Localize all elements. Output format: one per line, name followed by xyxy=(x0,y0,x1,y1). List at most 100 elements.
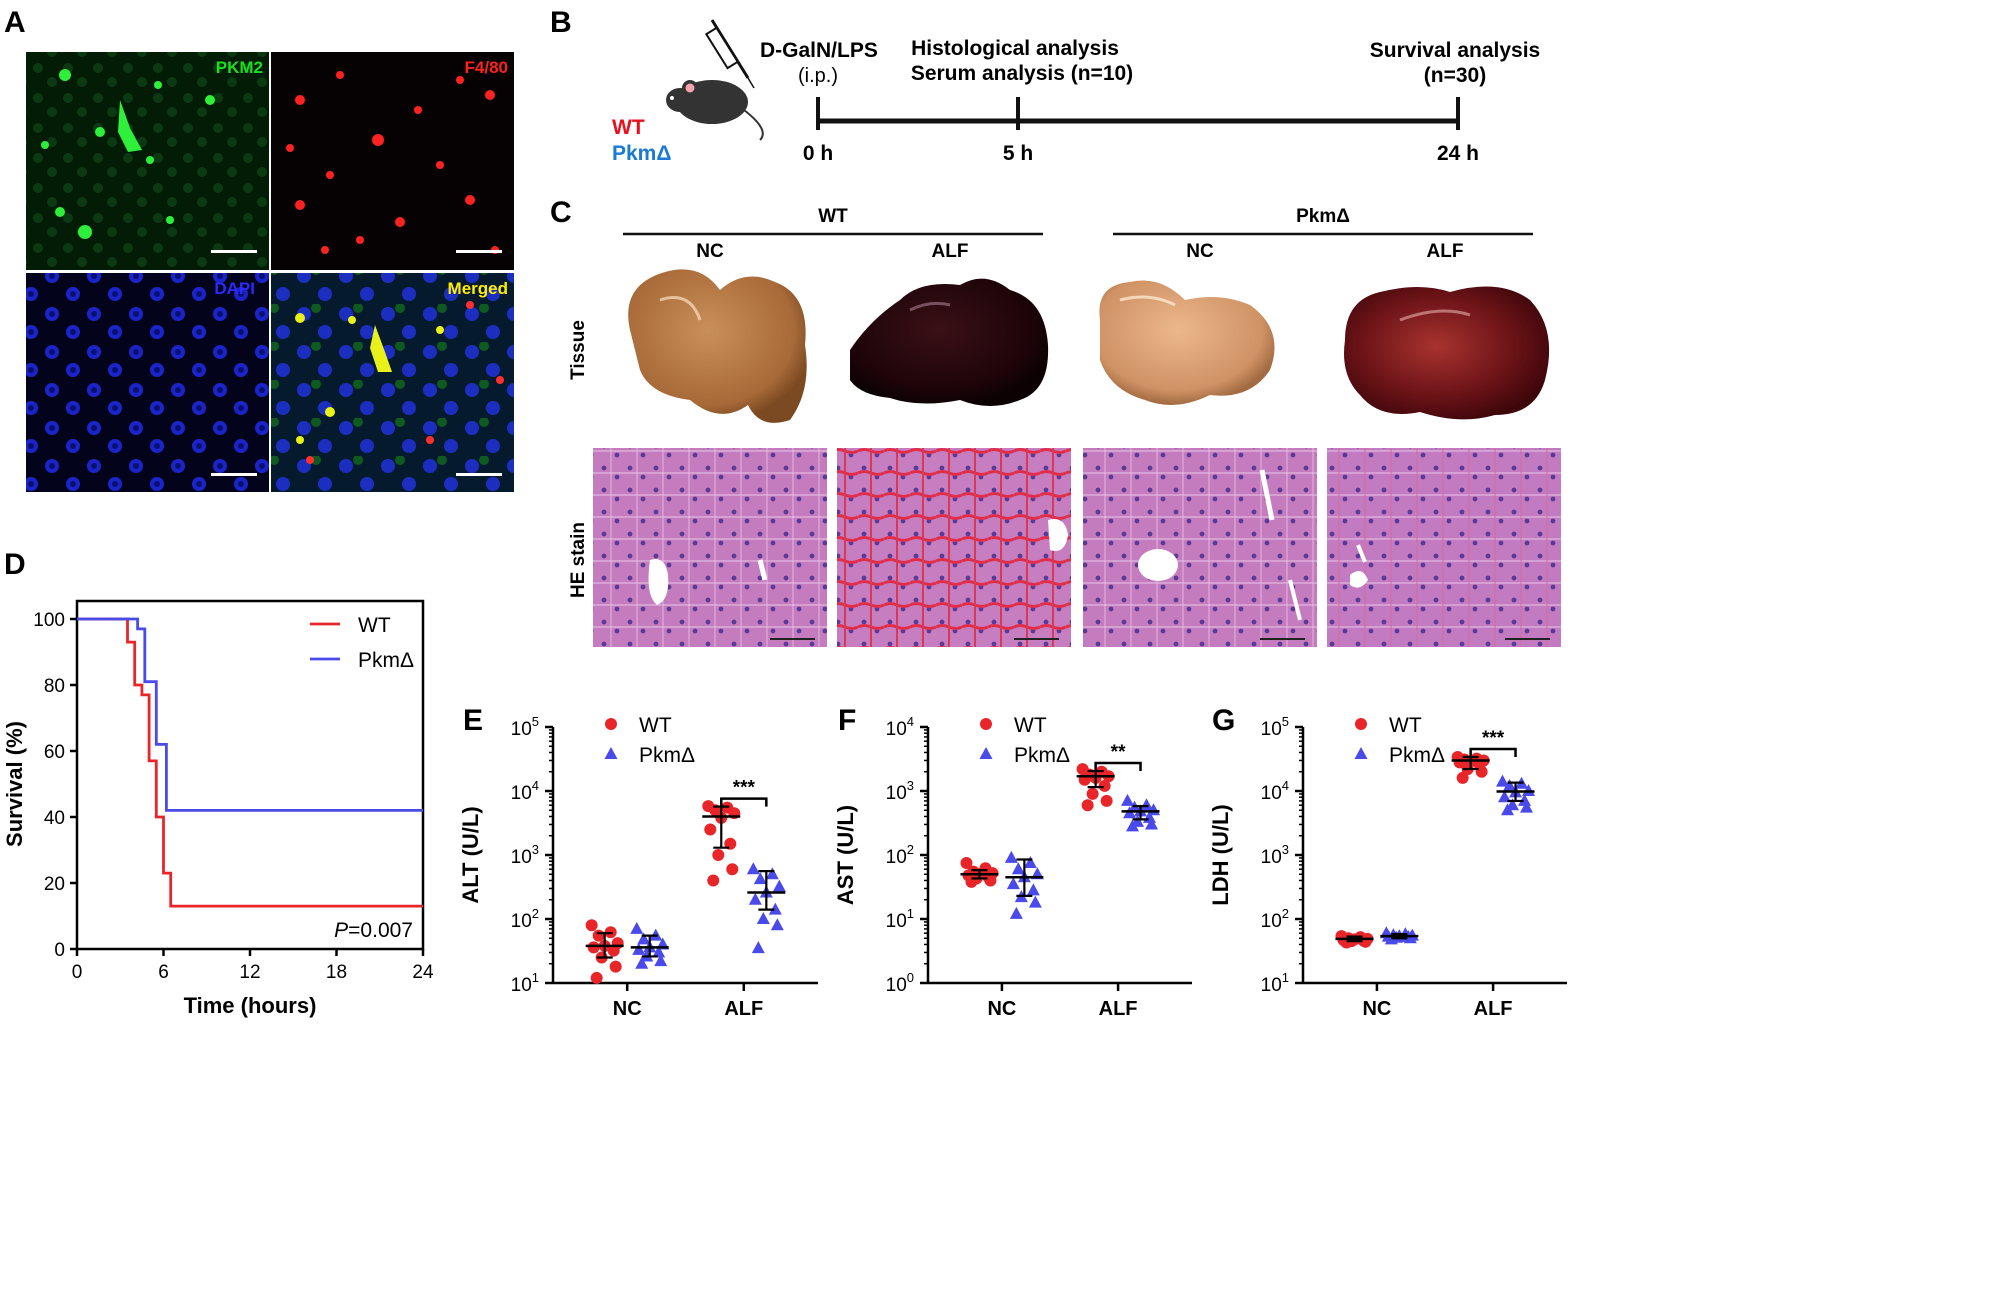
tick-base: 10 xyxy=(511,975,532,996)
y-tick-label: 104 xyxy=(511,778,539,804)
tick-exponent: 3 xyxy=(1282,842,1289,857)
data-point-wt xyxy=(592,929,605,942)
he-wt-nc xyxy=(593,448,827,647)
y-tick-label: 103 xyxy=(886,778,914,804)
significance-stars: *** xyxy=(733,778,756,799)
tick-base: 10 xyxy=(1261,975,1282,996)
label-dapi: DAPI xyxy=(214,279,255,298)
data-point-wt xyxy=(984,874,997,887)
data-point-wt xyxy=(1456,771,1469,784)
y-tick-label: 20 xyxy=(44,874,65,895)
legend-label-wt: WT xyxy=(639,714,672,737)
tick-base: 10 xyxy=(886,719,907,740)
tick-exponent: 4 xyxy=(532,778,539,793)
tick-exponent: 1 xyxy=(1282,970,1289,985)
data-point-pkm xyxy=(637,932,651,945)
y-axis-title: LDH (U/L) xyxy=(1208,804,1233,905)
p-value-annotation: P=0.007 xyxy=(334,919,413,942)
tick-base: 10 xyxy=(511,783,532,804)
legend-label-pkm: PkmΔ xyxy=(1014,744,1070,767)
survival-line-wt xyxy=(77,617,423,908)
tick-base: 10 xyxy=(886,911,907,932)
significance-bracket xyxy=(720,797,768,807)
data-point-pkm xyxy=(1518,793,1532,806)
y-tick-label: 102 xyxy=(886,842,914,868)
significance-bracket xyxy=(1094,761,1142,772)
row-label-he: HE stain xyxy=(568,522,589,598)
data-point-pkm xyxy=(1520,800,1534,813)
p-value: =0.007 xyxy=(348,919,413,942)
tick-exponent: 2 xyxy=(1282,906,1289,921)
legend-label-wt: WT xyxy=(1014,714,1047,737)
he-pkm-nc xyxy=(1083,448,1317,647)
data-point-wt xyxy=(712,849,725,861)
tissue-wt-nc xyxy=(628,269,807,423)
data-point-pkm xyxy=(768,902,782,915)
legend-label-pkm: PkmΔ xyxy=(1389,744,1445,767)
legend-label: WT xyxy=(358,614,391,637)
data-point-pkm xyxy=(1145,817,1159,830)
tick-base: 10 xyxy=(511,911,532,932)
legend-marker-pkm xyxy=(1354,747,1368,759)
scale-bar xyxy=(456,473,502,476)
survival-label: Survival analysis xyxy=(1370,39,1540,62)
data-point-pkm xyxy=(772,879,786,892)
tick-exponent: 5 xyxy=(1282,714,1289,729)
tick-exponent: 1 xyxy=(532,970,539,985)
legend-label-pkm: PkmΔ xyxy=(639,744,695,767)
data-point-pkm xyxy=(635,956,649,969)
x-tick-label: ALF xyxy=(1099,998,1138,1020)
tick-base: 10 xyxy=(886,975,907,996)
panel-letter-a: A xyxy=(4,6,26,39)
tick-exponent: 2 xyxy=(907,842,914,857)
y-tick-label: 102 xyxy=(1261,906,1289,932)
legend-marker-wt xyxy=(605,718,617,730)
y-axis-title: AST (U/L) xyxy=(833,805,858,905)
panel-a: A PKM2 F4/80 xyxy=(4,6,516,494)
data-point-pkm xyxy=(654,954,668,967)
panel-letter-d: D xyxy=(4,548,26,581)
y-tick-label: 60 xyxy=(44,742,65,763)
label-merged: Merged xyxy=(448,279,508,298)
y-tick-label: 100 xyxy=(886,970,914,996)
y-tick-label: 100 xyxy=(33,610,65,631)
mouse-icon xyxy=(666,80,764,141)
syringe-icon xyxy=(704,19,755,89)
tick-base: 10 xyxy=(511,719,532,740)
y-axis-title: ALT (U/L) xyxy=(458,806,483,903)
tick-exponent: 4 xyxy=(907,714,914,729)
panel-letter-c: C xyxy=(550,196,572,229)
tick-base: 10 xyxy=(1261,719,1282,740)
data-point-wt xyxy=(607,944,620,957)
data-point-pkm xyxy=(765,867,779,880)
data-point-pkm xyxy=(1522,784,1536,796)
scale-bar xyxy=(211,250,257,253)
survival-n-label: (n=30) xyxy=(1424,64,1486,87)
data-point-wt xyxy=(1475,765,1488,778)
group-pkm: PkmΔ xyxy=(1296,206,1350,227)
route-label: (i.p.) xyxy=(798,65,838,87)
x-tick-label: ALF xyxy=(724,998,763,1020)
micrograph-f480: F4/80 xyxy=(271,52,514,270)
x-tick-label: 0 xyxy=(72,962,83,983)
micrograph-dapi: DAPI xyxy=(26,273,269,492)
data-point-wt xyxy=(707,874,720,887)
timeline xyxy=(816,97,1460,130)
data-point-pkm xyxy=(753,872,767,885)
data-point-pkm xyxy=(1006,877,1020,890)
data-point-wt xyxy=(1081,799,1094,812)
data-point-pkm xyxy=(746,862,760,875)
data-point-wt xyxy=(960,856,973,869)
y-tick-label: 0 xyxy=(54,940,65,961)
x-tick-label: 12 xyxy=(239,962,260,983)
data-point-wt xyxy=(1098,779,1111,792)
timepoint-0: 0 h xyxy=(803,142,833,165)
x-tick-label: NC xyxy=(613,998,642,1020)
legend-marker-pkm xyxy=(979,747,993,759)
cond-pkm-alf: ALF xyxy=(1427,241,1464,262)
treatment-label: D-GalN/LPS xyxy=(760,39,878,62)
legend-marker-wt xyxy=(980,718,992,730)
